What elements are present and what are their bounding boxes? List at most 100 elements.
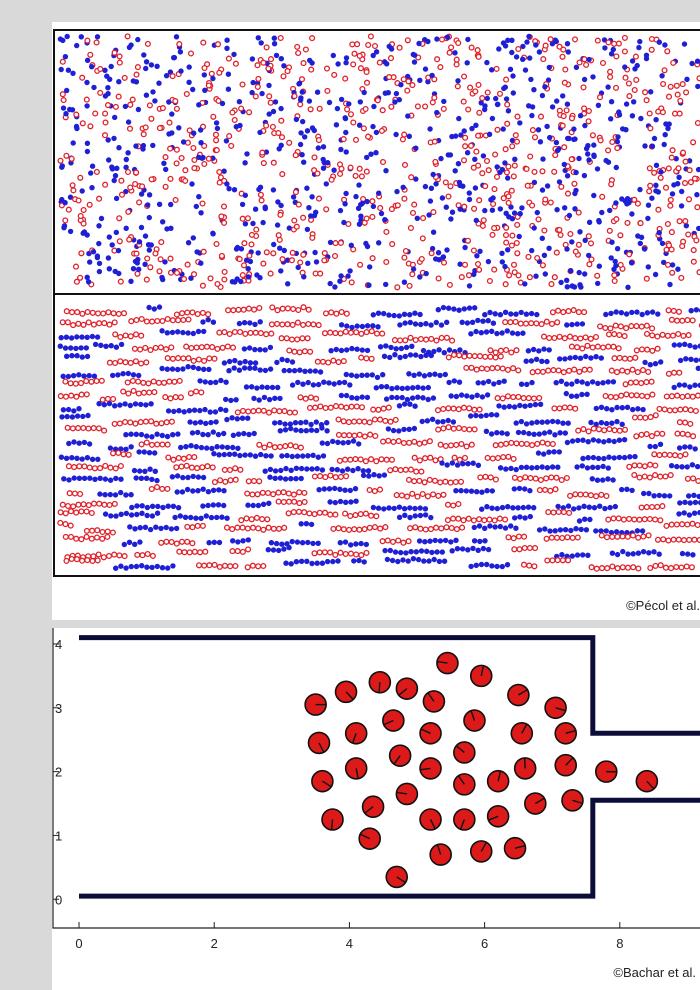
red-particle <box>486 516 493 523</box>
red-particle <box>484 89 491 96</box>
red-particle <box>376 59 383 66</box>
red-particle <box>357 456 364 463</box>
blue-particle <box>535 127 542 133</box>
blue-particle <box>345 273 351 279</box>
particle <box>554 753 578 777</box>
blue-particle <box>489 115 496 122</box>
red-particle <box>649 347 656 354</box>
red-particle <box>167 175 174 182</box>
blue-particle <box>123 446 129 452</box>
red-particle <box>575 209 582 216</box>
red-particle <box>621 333 628 340</box>
blue-particle <box>652 443 658 450</box>
blue-particle <box>384 556 391 563</box>
blue-particle <box>489 505 495 511</box>
blue-particle <box>518 381 525 387</box>
blue-particle <box>394 188 400 195</box>
red-particle <box>117 333 124 341</box>
red-particle <box>258 197 265 204</box>
red-particle <box>191 165 198 172</box>
red-particle <box>256 441 263 448</box>
red-particle <box>159 105 166 112</box>
blue-particle <box>492 524 498 530</box>
blue-particle <box>216 539 223 546</box>
red-particle <box>297 394 304 401</box>
red-particle <box>85 425 92 432</box>
particle <box>436 651 459 675</box>
blue-particle <box>142 65 149 72</box>
blue-particle <box>235 539 241 545</box>
red-particle <box>397 337 404 344</box>
red-particle <box>638 346 646 353</box>
red-particle <box>497 347 504 354</box>
red-particle <box>145 380 152 387</box>
red-particle <box>611 277 618 285</box>
red-particle <box>80 220 87 227</box>
red-particle <box>456 352 463 359</box>
red-particle <box>384 537 391 544</box>
red-particle <box>105 309 112 316</box>
blue-particle <box>260 501 267 507</box>
blue-particle <box>504 561 511 568</box>
blue-particle <box>74 334 80 340</box>
blue-particle <box>237 452 243 459</box>
blue-particle <box>60 105 67 111</box>
blue-particle <box>357 99 363 105</box>
blue-particle <box>584 391 590 397</box>
blue-particle <box>212 409 219 415</box>
red-particle <box>548 474 555 481</box>
blue-particle <box>473 412 479 419</box>
red-particle <box>343 473 350 480</box>
blue-particle <box>117 402 123 408</box>
blue-particle <box>160 504 166 511</box>
red-particle <box>337 473 344 480</box>
red-particle <box>544 557 551 564</box>
blue-particle <box>417 505 423 511</box>
red-particle <box>254 83 261 90</box>
red-particle <box>459 524 466 531</box>
blue-particle <box>79 354 85 360</box>
blue-particle <box>258 451 264 458</box>
blue-particle <box>658 169 664 175</box>
blue-particle <box>485 546 492 553</box>
red-particle <box>677 97 684 104</box>
blue-particle <box>236 367 243 373</box>
blue-particle <box>645 202 652 208</box>
red-particle <box>180 275 188 283</box>
blue-particle <box>241 365 248 371</box>
particle <box>503 836 527 860</box>
blue-particle <box>180 474 186 481</box>
red-particle <box>290 305 297 313</box>
blue-particle <box>266 111 272 117</box>
blue-particle <box>115 372 121 378</box>
blue-particle <box>618 310 625 316</box>
blue-particle <box>354 346 360 352</box>
red-particle <box>503 440 510 447</box>
red-particle <box>572 491 579 498</box>
blue-particle <box>437 538 444 544</box>
blue-particle <box>599 209 605 216</box>
blue-particle <box>420 347 427 354</box>
blue-particle <box>407 319 413 326</box>
blue-particle <box>461 128 467 134</box>
red-particle <box>550 367 557 374</box>
red-particle <box>94 557 101 564</box>
red-particle <box>379 538 386 545</box>
blue-particle <box>636 44 642 51</box>
red-particle <box>552 152 559 159</box>
blue-particle <box>188 443 194 449</box>
blue-particle <box>565 49 571 55</box>
red-particle <box>186 453 193 461</box>
blue-particle <box>459 319 465 325</box>
blue-particle <box>453 488 459 494</box>
blue-particle <box>188 514 194 521</box>
red-particle <box>513 138 521 145</box>
red-particle <box>633 433 640 440</box>
y-tick-label: 0 <box>55 892 62 907</box>
blue-particle <box>356 221 363 227</box>
red-particle <box>621 355 628 362</box>
blue-particle <box>474 392 480 398</box>
red-particle <box>605 343 612 350</box>
blue-particle <box>411 425 418 432</box>
red-particle <box>510 261 518 268</box>
